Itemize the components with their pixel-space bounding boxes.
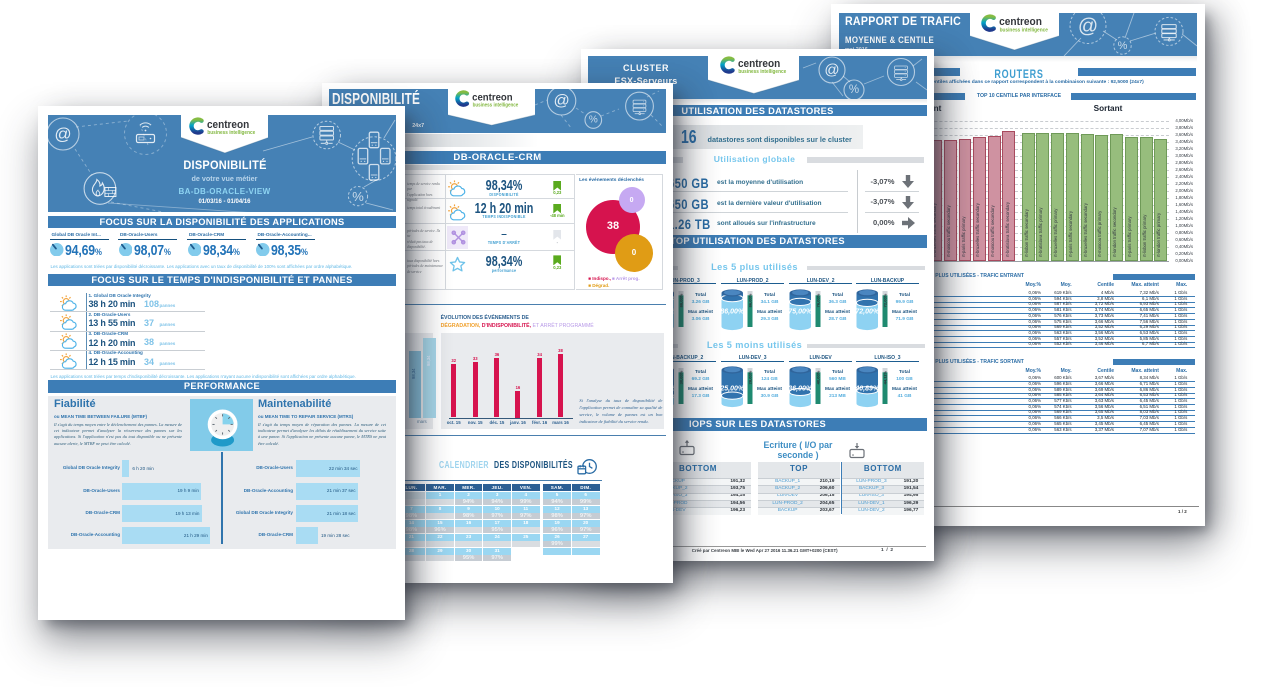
svg-text:@: @ xyxy=(1078,15,1098,37)
svg-text:Max atteint: Max atteint xyxy=(757,309,782,315)
svg-text:40,00%: 40,00% xyxy=(815,370,820,384)
svg-text:business intelligence: business intelligence xyxy=(1000,27,1048,33)
svg-text:30.9 GB: 30.9 GB xyxy=(760,393,778,399)
svg-text:business intelligence: business intelligence xyxy=(207,130,255,136)
svg-text:86,00%: 86,00% xyxy=(721,308,745,315)
svg-text:Total: Total xyxy=(899,369,910,375)
svg-text:Max atteint: Max atteint xyxy=(825,386,850,392)
svg-text:@: @ xyxy=(54,124,71,143)
svg-text:centreon: centreon xyxy=(999,16,1042,28)
svg-text:86,00%: 86,00% xyxy=(747,293,752,307)
svg-text:560 MB: 560 MB xyxy=(829,376,846,382)
svg-text:%: % xyxy=(849,84,859,96)
svg-text:76,00%: 76,00% xyxy=(815,293,820,307)
svg-text:Total: Total xyxy=(899,292,910,298)
svg-text:25,00%: 25,00% xyxy=(721,386,745,393)
svg-text:34.1 GB: 34.1 GB xyxy=(760,299,778,305)
svg-text:Max atteint: Max atteint xyxy=(825,309,850,315)
svg-text:41 GB: 41 GB xyxy=(897,393,911,399)
svg-text:Max atteint: Max atteint xyxy=(892,386,917,392)
svg-text:Total: Total xyxy=(695,369,706,375)
svg-text:213 MB: 213 MB xyxy=(829,393,846,399)
svg-text:69.2 GB: 69.2 GB xyxy=(692,376,710,382)
svg-text:centreon: centreon xyxy=(206,119,249,131)
svg-text:3.06 GB: 3.06 GB xyxy=(692,316,710,322)
svg-text:72,00%: 72,00% xyxy=(856,308,880,315)
svg-text:36,00%: 36,00% xyxy=(789,386,813,393)
svg-text:40,89%: 40,89% xyxy=(856,386,880,393)
svg-text:%: % xyxy=(352,189,364,204)
svg-text:@: @ xyxy=(824,62,839,79)
svg-text:30,00%: 30,00% xyxy=(678,370,683,384)
svg-text:100 GB: 100 GB xyxy=(896,376,913,382)
svg-text:Total: Total xyxy=(764,369,775,375)
svg-text:Total: Total xyxy=(832,369,843,375)
svg-text:Max atteint: Max atteint xyxy=(892,309,917,315)
svg-text:28,00%: 28,00% xyxy=(747,370,752,384)
svg-text:75,00%: 75,00% xyxy=(789,308,813,315)
svg-text:centreon: centreon xyxy=(738,58,781,70)
svg-text:Max atteint: Max atteint xyxy=(688,386,713,392)
svg-text:@: @ xyxy=(553,92,569,109)
svg-text:124 GB: 124 GB xyxy=(761,376,778,382)
svg-text:Total: Total xyxy=(832,292,843,298)
svg-text:29.3 GB: 29.3 GB xyxy=(760,316,778,322)
svg-text:Max atteint: Max atteint xyxy=(688,309,713,315)
svg-text:Total: Total xyxy=(764,292,775,298)
svg-text:%: % xyxy=(589,115,598,126)
svg-text:Total: Total xyxy=(695,292,706,298)
svg-text:%: % xyxy=(1118,40,1128,52)
svg-text:17.3 GB: 17.3 GB xyxy=(692,393,710,399)
svg-text:centreon: centreon xyxy=(472,91,512,103)
svg-text:99.9 GB: 99.9 GB xyxy=(895,299,913,305)
svg-text:71.9 GB: 71.9 GB xyxy=(895,316,913,322)
svg-text:72,00%: 72,00% xyxy=(882,293,887,307)
svg-text:44,11%: 44,11% xyxy=(882,371,887,385)
svg-text:business intelligence: business intelligence xyxy=(738,69,786,75)
svg-text:36.3 GB: 36.3 GB xyxy=(828,299,846,305)
svg-text:3.26 GB: 3.26 GB xyxy=(692,299,710,305)
svg-text:28.7 GB: 28.7 GB xyxy=(828,316,846,322)
svg-text:88,00%: 88,00% xyxy=(678,293,683,307)
svg-text:Max atteint: Max atteint xyxy=(757,386,782,392)
svg-text:business intelligence: business intelligence xyxy=(473,102,519,108)
